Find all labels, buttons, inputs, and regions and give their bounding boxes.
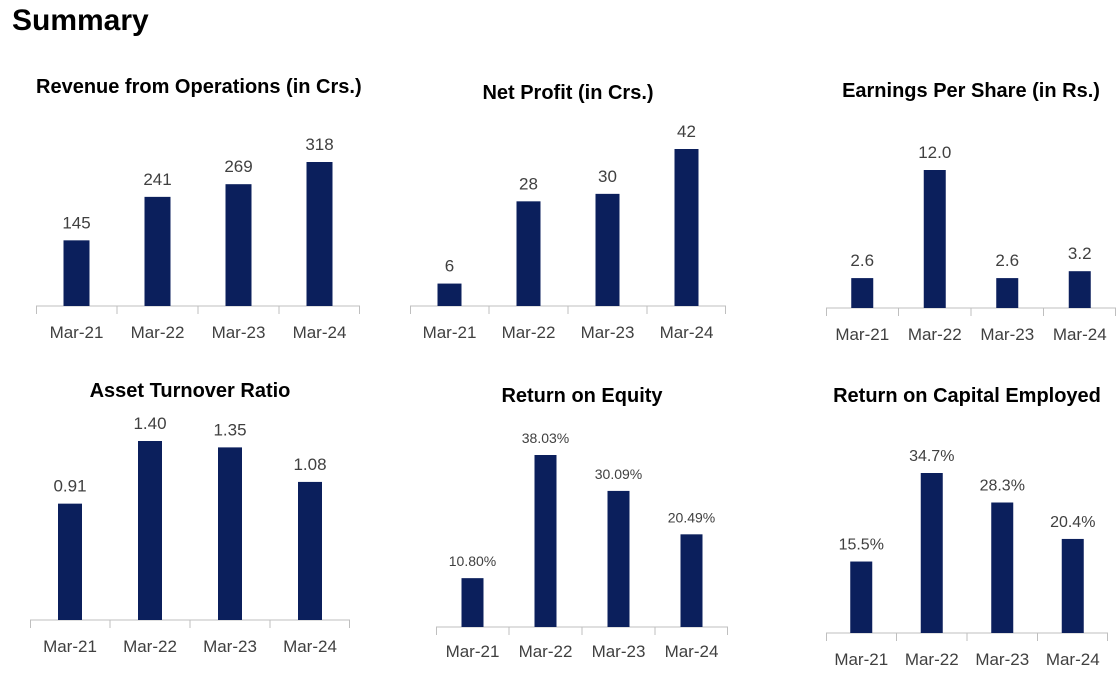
chart-title: Return on Equity (501, 385, 663, 407)
bar (851, 278, 874, 308)
x-tick-label: Mar-24 (1046, 650, 1100, 669)
bar (461, 578, 484, 627)
eps-bar-chart: 2.6 Mar-21 12.0 Mar-22 2.6 Mar-23 3.2 Mar-24 (826, 143, 1116, 344)
x-tick-label: Mar-21 (446, 642, 500, 661)
net-profit-bar-chart: 6 Mar-21 28 Mar-22 30 Mar-23 42 Mar-24 (410, 122, 726, 342)
bar (680, 534, 703, 627)
data-label: 10.80% (449, 553, 496, 569)
data-label: 269 (224, 157, 252, 176)
bar (991, 502, 1014, 633)
x-tick-label: Mar-24 (1053, 325, 1107, 344)
bar (218, 447, 242, 620)
x-tick-label: Mar-21 (43, 637, 97, 656)
data-label: 6 (445, 257, 454, 276)
data-label: 3.2 (1068, 244, 1092, 263)
data-label: 28.3% (980, 478, 1025, 495)
bar (1061, 538, 1084, 633)
x-tick-label: Mar-21 (423, 323, 477, 342)
x-tick-label: Mar-24 (665, 642, 719, 661)
bar (306, 162, 333, 306)
data-label: 28 (519, 174, 538, 193)
bar (225, 184, 252, 306)
x-tick-label: Mar-22 (905, 650, 959, 669)
chart-title: Revenue from Operations (in Crs.) (36, 76, 362, 98)
page-title: Summary (12, 4, 149, 37)
x-tick-label: Mar-22 (519, 642, 573, 661)
bar (1068, 271, 1091, 308)
bar (298, 481, 322, 620)
bar (923, 170, 946, 308)
data-label: 20.4% (1050, 514, 1095, 531)
data-label: 30 (598, 167, 617, 186)
data-label: 12.0 (918, 143, 951, 162)
chart-revenue: Revenue from Operations (in Crs.) 145 Mar… (36, 74, 362, 348)
bar (144, 196, 171, 306)
data-label: 30.09% (595, 466, 642, 482)
x-tick-label: Mar-24 (660, 323, 714, 342)
data-label: 145 (62, 213, 90, 232)
x-tick-label: Mar-24 (293, 323, 347, 342)
x-tick-label: Mar-21 (835, 325, 889, 344)
x-tick-label: Mar-23 (592, 642, 646, 661)
data-label: 2.6 (850, 251, 874, 270)
revenue-bar-chart: 145 Mar-21 241 Mar-22 269 Mar-23 318 Mar-24 (36, 135, 360, 342)
x-tick-label: Mar-22 (908, 325, 962, 344)
x-tick-label: Mar-24 (283, 637, 337, 656)
x-tick-label: Mar-21 (834, 650, 888, 669)
bar (516, 201, 541, 306)
data-label: 15.5% (839, 537, 884, 554)
bar (534, 455, 557, 627)
data-label: 1.40 (133, 414, 166, 433)
roe-bar-chart: 10.80% Mar-21 38.03% Mar-22 30.09% Mar-23 20.4… (436, 430, 728, 661)
x-tick-label: Mar-22 (131, 323, 185, 342)
bar (850, 561, 873, 633)
chart-roce: Return on Capital Employed 15.5% Mar-21 34… (826, 385, 1108, 675)
chart-title: Return on Capital Employed (833, 385, 1101, 407)
chart-net-profit: Net Profit (in Crs.) 6 Mar-21 28 Mar-22 30 Ma… (410, 80, 726, 348)
bar (607, 490, 630, 627)
bar (138, 441, 162, 620)
data-label: 1.08 (293, 455, 326, 474)
bar (63, 240, 90, 306)
bar (674, 149, 699, 306)
bar (920, 473, 943, 633)
x-tick-label: Mar-22 (502, 323, 556, 342)
roce-bar-chart: 15.5% Mar-21 34.7% Mar-22 28.3% Mar-23 20.4% Ma… (826, 448, 1108, 669)
data-label: 42 (677, 122, 696, 141)
chart-title: Earnings Per Share (in Rs.) (842, 80, 1100, 102)
data-label: 20.49% (668, 509, 715, 525)
bar (58, 503, 82, 620)
x-tick-label: Mar-23 (980, 325, 1034, 344)
x-tick-label: Mar-21 (50, 323, 104, 342)
chart-eps: Earnings Per Share (in Rs.) 2.6 Mar-21 12.… (826, 80, 1116, 350)
data-label: 38.03% (522, 430, 569, 446)
data-label: 1.35 (213, 420, 246, 439)
data-label: 34.7% (909, 448, 954, 465)
x-tick-label: Mar-23 (203, 637, 257, 656)
data-label: 241 (143, 170, 171, 189)
chart-title: Net Profit (in Crs.) (482, 82, 654, 104)
x-tick-label: Mar-23 (975, 650, 1029, 669)
chart-asset-turnover: Asset Turnover Ratio 0.91 Mar-21 1.40 Mar-2… (30, 380, 350, 662)
x-tick-label: Mar-23 (212, 323, 266, 342)
chart-roe: Return on Equity 10.80% Mar-21 38.03% Mar-2… (436, 385, 728, 665)
asset-turnover-bar-chart: 0.91 Mar-21 1.40 Mar-22 1.35 Mar-23 1.08 Mar-24 (30, 414, 350, 656)
data-label: 0.91 (53, 477, 86, 496)
x-tick-label: Mar-23 (581, 323, 635, 342)
chart-title: Asset Turnover Ratio (89, 380, 291, 402)
data-label: 2.6 (995, 251, 1019, 270)
bar (437, 283, 462, 306)
bar (996, 278, 1019, 308)
x-tick-label: Mar-22 (123, 637, 177, 656)
bar (595, 193, 620, 306)
data-label: 318 (305, 135, 333, 154)
